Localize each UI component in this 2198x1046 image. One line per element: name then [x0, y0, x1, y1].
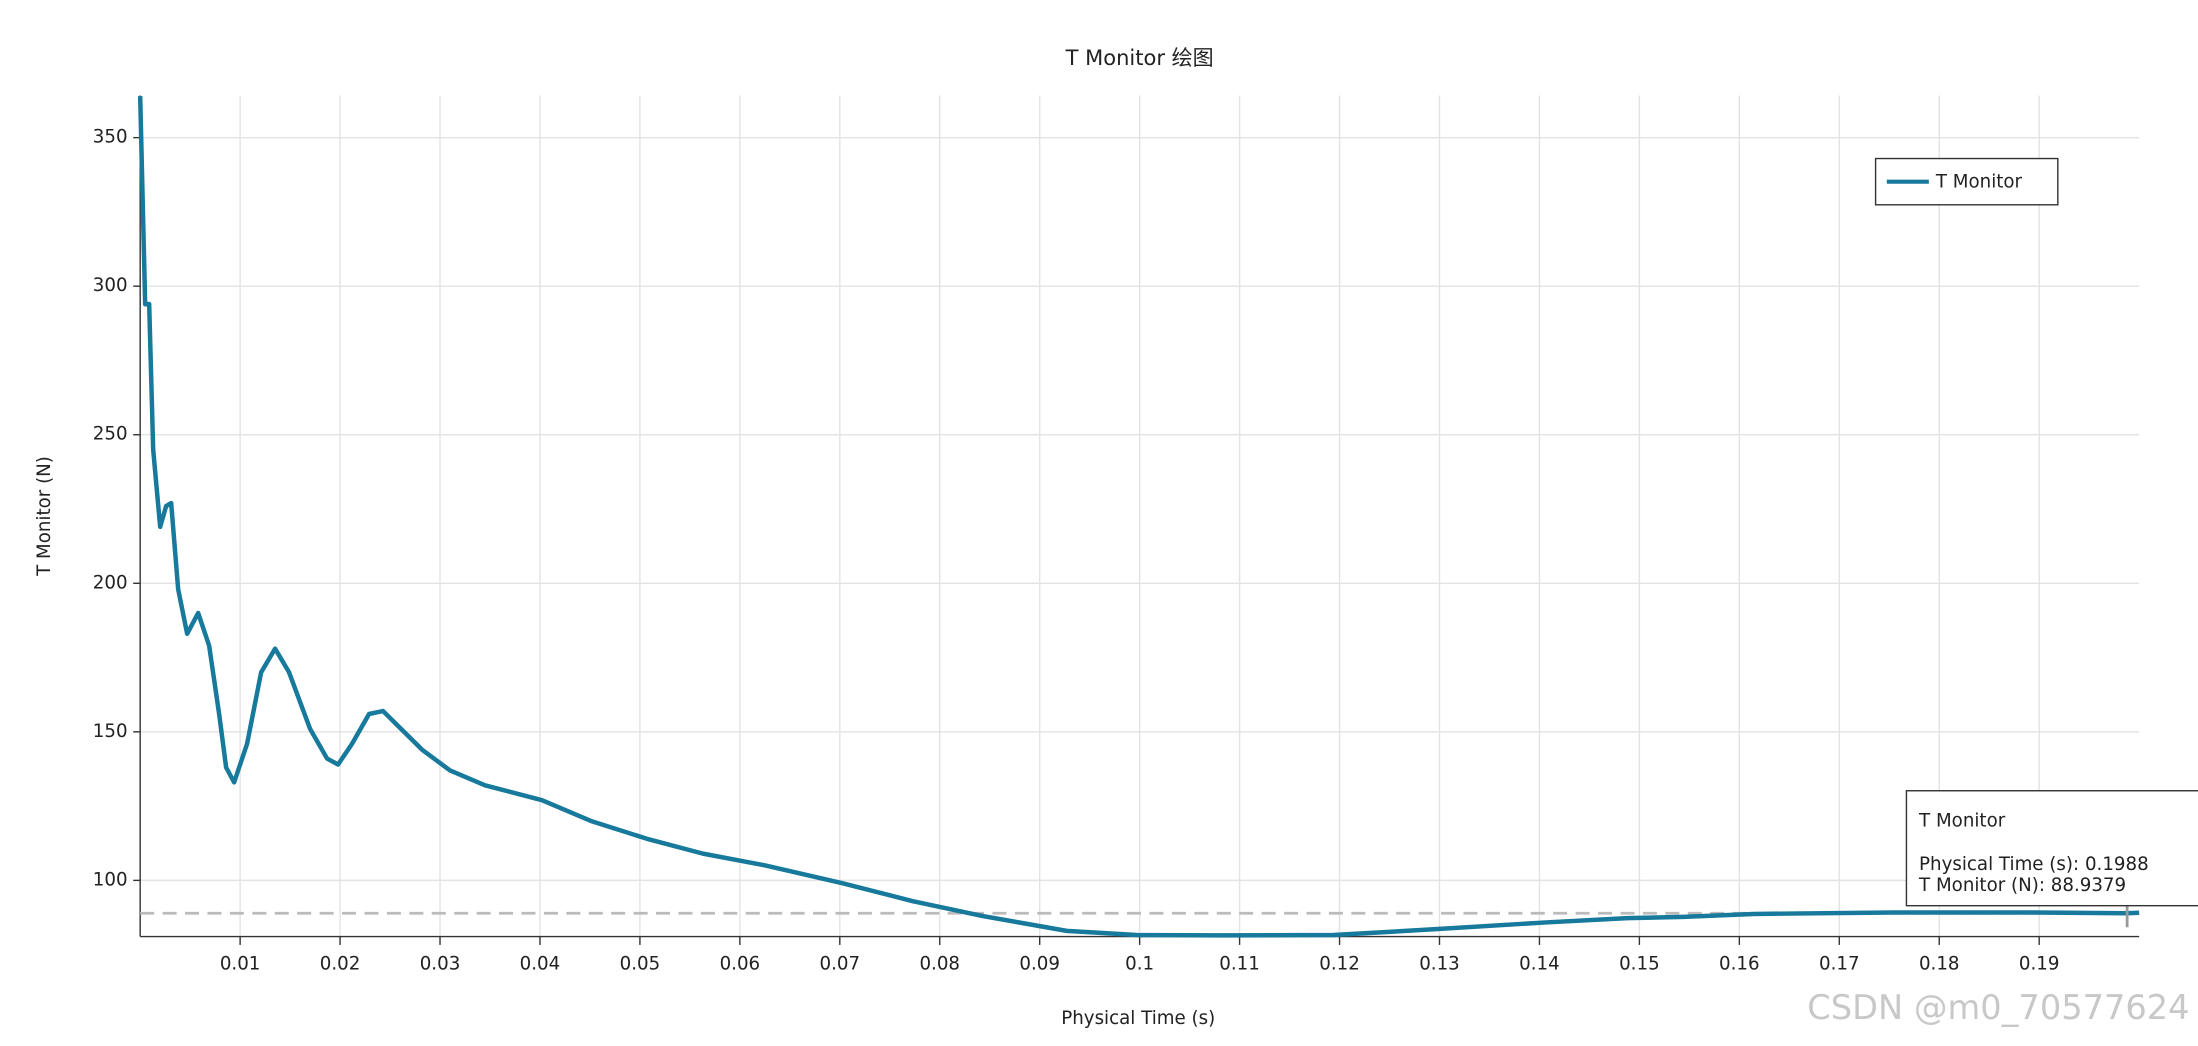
x-tick-label: 0.13	[1419, 954, 1460, 975]
x-tick-label: 0.08	[919, 954, 960, 975]
x-tick-label: 0.14	[1519, 954, 1560, 975]
tooltip-box	[1905, 790, 2198, 907]
x-tick-label: 0.02	[320, 954, 361, 975]
x-tick-label: 0.04	[520, 954, 561, 975]
tooltip-title: T Monitor	[1918, 811, 2006, 832]
x-tick-label: 0.11	[1219, 954, 1260, 975]
legend-label: T Monitor	[1935, 171, 2023, 192]
x-tick-label: 0.19	[2019, 954, 2060, 975]
x-tick-label: 0.07	[820, 954, 861, 975]
chart-title: T Monitor 绘图	[1065, 45, 1214, 70]
series-line	[137, 95, 2140, 938]
x-axis-label: Physical Time (s)	[1061, 1008, 1215, 1029]
y-tick-label: 350	[93, 127, 128, 148]
tooltip-line: T Monitor (N): 88.9379	[1918, 875, 2126, 896]
y-tick-label: 150	[93, 721, 128, 742]
y-axis-label: T Monitor (N)	[34, 456, 55, 577]
tooltip-line: Physical Time (s): 0.1988	[1919, 854, 2149, 875]
y-tick-label: 100	[93, 869, 128, 890]
watermark: CSDN @m0_70577624	[1807, 988, 2189, 1027]
x-tick-label: 0.03	[420, 954, 461, 975]
x-tick-label: 0.05	[620, 954, 661, 975]
x-tick-label: 0.17	[1819, 954, 1860, 975]
x-tick-label: 0.06	[720, 954, 761, 975]
x-tick-label: 0.16	[1719, 954, 1760, 975]
x-tick-label: 0.09	[1019, 954, 1060, 975]
x-tick-label: 0.15	[1619, 954, 1660, 975]
x-tick-label: 0.18	[1919, 954, 1960, 975]
y-tick-label: 200	[93, 572, 128, 593]
y-tick-label: 300	[93, 275, 128, 296]
x-tick-label: 0.12	[1319, 954, 1360, 975]
x-tick-label: 0.01	[220, 954, 261, 975]
x-tick-label: 0.1	[1125, 954, 1154, 975]
y-tick-label: 250	[93, 424, 128, 445]
